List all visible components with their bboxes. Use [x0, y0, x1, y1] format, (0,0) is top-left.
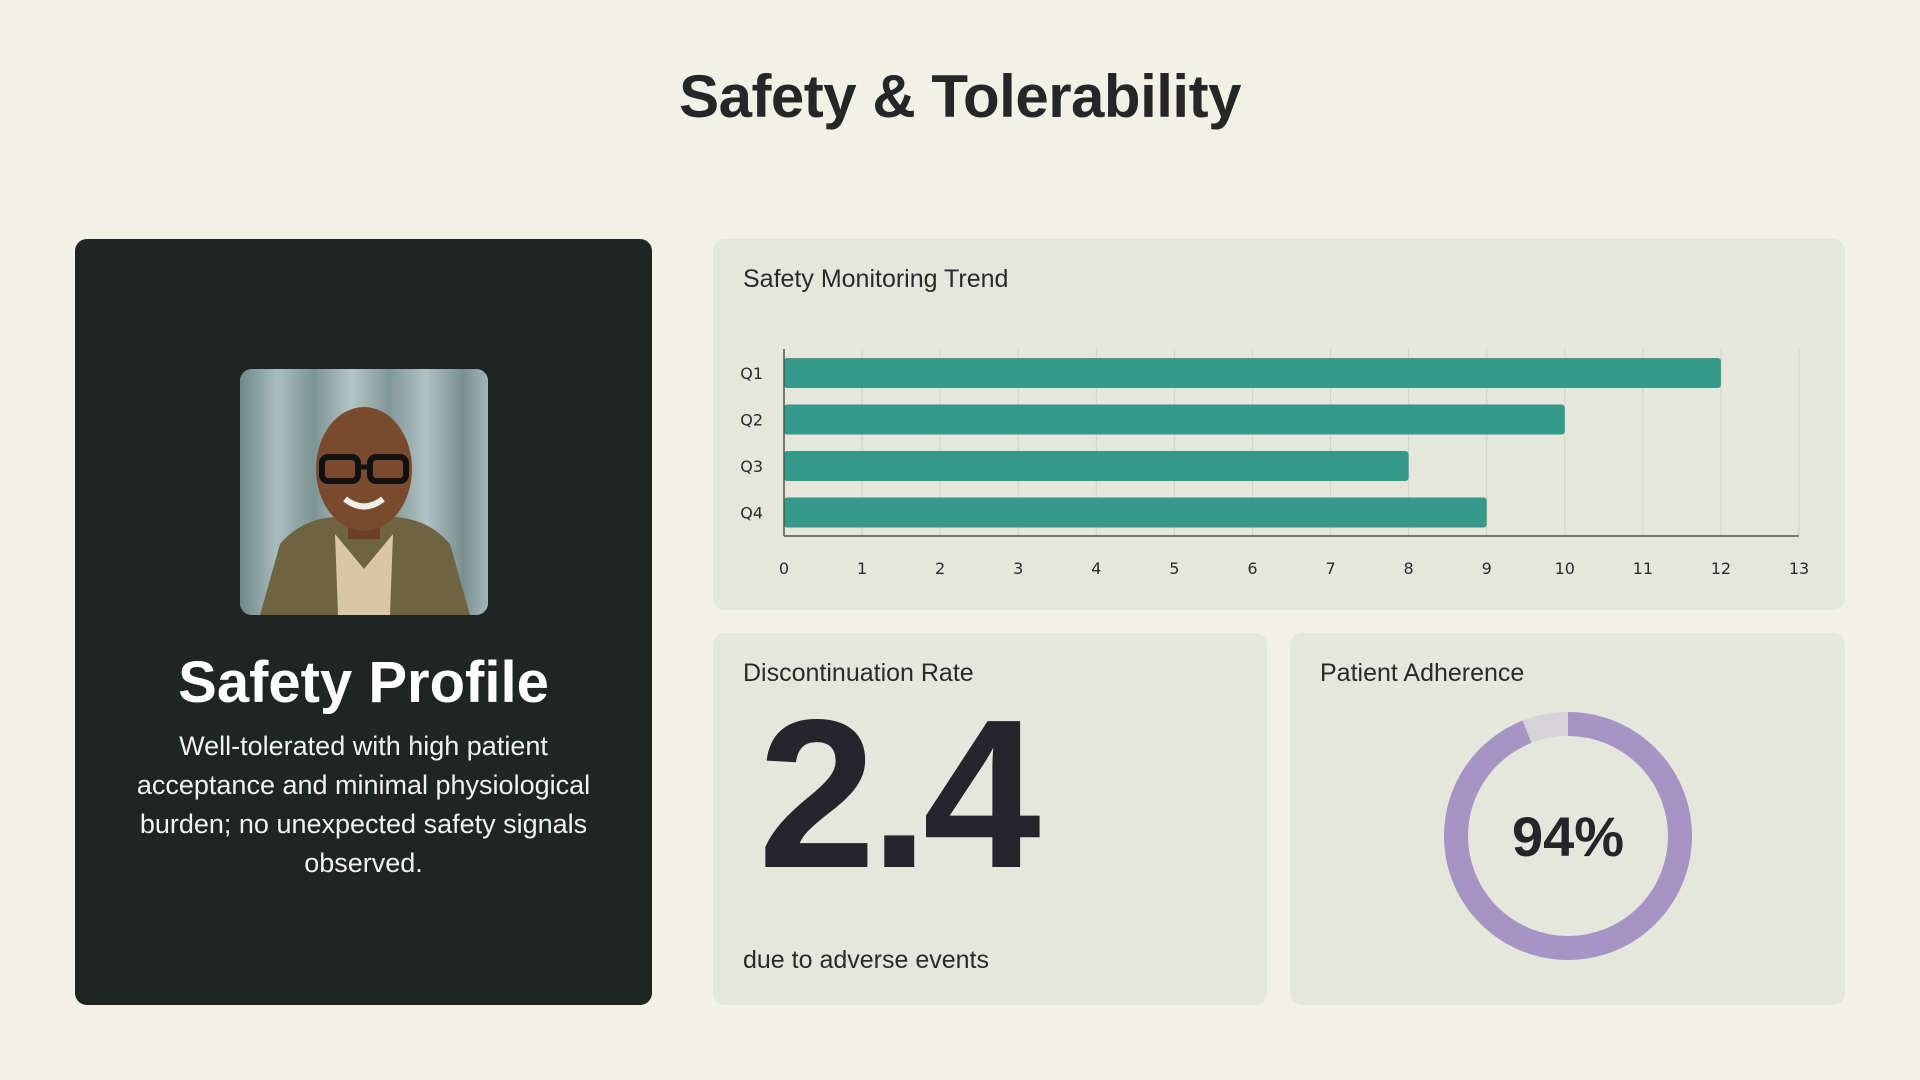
bar: [784, 404, 1565, 435]
safety-trend-panel: Safety Monitoring Trend 0 1 2 3 4 5 6 7 8 9 10 11 12…: [713, 239, 1845, 610]
x-tick-label: 7: [1325, 559, 1335, 578]
x-tick-label: 2: [935, 559, 945, 578]
safety-profile-card: Safety Profile Well-tolerated with high …: [75, 239, 652, 1005]
adherence-panel: Patient Adherence 94%: [1290, 633, 1845, 1005]
bar: [784, 497, 1487, 528]
discontinuation-caption: due to adverse events: [743, 946, 989, 974]
y-tick-label: Q2: [740, 411, 763, 430]
donut-arc: [1444, 712, 1692, 960]
adherence-donut: [1444, 712, 1692, 960]
y-tick-label: Q4: [740, 504, 763, 523]
x-tick-label: 8: [1404, 559, 1414, 578]
x-tick-label: 13: [1789, 559, 1809, 578]
x-tick-label: 10: [1555, 559, 1575, 578]
y-tick-label: Q3: [740, 457, 763, 476]
x-tick-label: 12: [1711, 559, 1731, 578]
x-tick-label: 1: [857, 559, 867, 578]
profile-description: Well-tolerated with high patient accepta…: [136, 731, 591, 878]
avatar: [240, 369, 488, 615]
chart-title: Safety Monitoring Trend: [743, 265, 1009, 293]
x-tick-label: 5: [1169, 559, 1179, 578]
x-tick-label: 3: [1013, 559, 1023, 578]
page-title: Safety & Tolerability: [679, 63, 1241, 130]
bar: [784, 358, 1721, 388]
discontinuation-value: 2.4: [758, 675, 1041, 912]
bar: [784, 451, 1409, 481]
adherence-value: 94%: [1511, 804, 1625, 868]
discontinuation-title: Discontinuation Rate: [743, 659, 974, 687]
profile-title: Safety Profile: [178, 650, 549, 715]
x-tick-label: 4: [1091, 559, 1101, 578]
x-tick-label: 0: [779, 559, 789, 578]
y-tick-label: Q1: [740, 364, 763, 383]
x-tick-label: 6: [1247, 559, 1257, 578]
x-tick-label: 9: [1482, 559, 1492, 578]
discontinuation-panel: Discontinuation Rate 2.4 due to adverse …: [713, 633, 1267, 1005]
adherence-title: Patient Adherence: [1320, 659, 1525, 687]
x-tick-label: 11: [1633, 559, 1653, 578]
